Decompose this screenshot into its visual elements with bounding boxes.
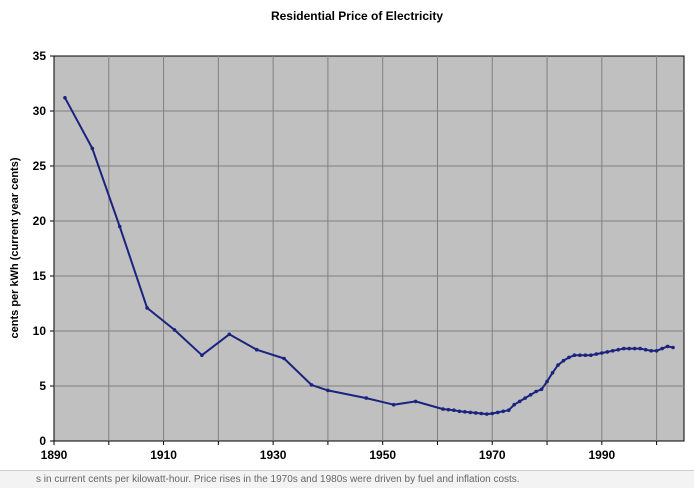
data-point: [649, 349, 653, 353]
caption-text: s in current cents per kilowatt-hour. Pr…: [36, 474, 520, 485]
data-point: [309, 383, 314, 387]
data-point: [479, 411, 484, 416]
data-point: [90, 146, 95, 151]
data-point: [457, 409, 462, 414]
data-point: [616, 347, 621, 352]
y-tick-label: 30: [33, 104, 47, 118]
x-tick-label: 1890: [41, 448, 68, 462]
data-point: [490, 411, 495, 416]
data-point: [638, 346, 642, 351]
y-tick-label: 20: [33, 214, 47, 228]
data-point: [534, 389, 538, 394]
data-point: [583, 353, 588, 358]
data-point: [523, 396, 527, 400]
data-point: [589, 353, 593, 358]
y-tick-label: 0: [39, 434, 46, 448]
data-point: [484, 412, 489, 416]
data-point: [413, 399, 418, 404]
x-tick-label: 1910: [150, 448, 177, 462]
data-point: [468, 410, 473, 415]
y-tick-label: 5: [39, 379, 46, 393]
data-point: [567, 355, 571, 360]
x-tick-label: 1990: [588, 448, 615, 462]
data-point: [474, 411, 478, 415]
data-point: [200, 353, 204, 358]
data-point: [446, 407, 451, 412]
chart-frame: Residential Price of Electricity 0 5 10 15 2…: [9, 9, 685, 462]
y-tick-label: 35: [33, 49, 47, 63]
data-point: [501, 409, 506, 414]
caption-bar: s in current cents per kilowatt-hour. Pr…: [0, 470, 694, 488]
y-axis-title: cents per kWh (current year cents): [9, 157, 21, 338]
data-point: [610, 349, 615, 353]
data-point: [632, 346, 637, 351]
data-point: [539, 387, 544, 392]
data-point: [391, 402, 396, 407]
data-point: [621, 346, 626, 351]
data-point: [117, 224, 122, 229]
data-point: [145, 306, 149, 310]
y-tick-label: 10: [33, 324, 47, 338]
data-point: [512, 402, 516, 407]
y-tick-label: 25: [33, 159, 47, 173]
data-point: [528, 393, 533, 397]
data-point: [441, 407, 445, 411]
data-point: [506, 408, 511, 413]
data-point: [282, 356, 286, 361]
data-point: [326, 388, 330, 393]
data-point: [627, 346, 632, 351]
x-tick-label: 1930: [260, 448, 287, 462]
data-point: [671, 345, 675, 350]
data-point: [600, 351, 604, 355]
data-point: [463, 410, 467, 414]
data-point: [172, 328, 177, 332]
data-point: [227, 332, 232, 337]
data-point: [495, 410, 500, 415]
data-point: [63, 96, 67, 100]
data-point: [643, 347, 648, 352]
plot-area: 0 5 10 15 20 25 30 35 1890 1910 1930 1950 1970 1990: [33, 49, 685, 462]
data-point: [578, 353, 582, 358]
data-point: [605, 350, 610, 354]
data-point: [254, 347, 259, 352]
data-point: [660, 346, 664, 351]
data-point: [561, 358, 566, 363]
data-point: [665, 344, 670, 349]
x-tick-label: 1970: [479, 448, 506, 462]
line-chart: Residential Price of Electricity 0 5 10 15 2…: [9, 9, 685, 462]
data-point: [550, 371, 555, 375]
data-point: [452, 408, 456, 413]
data-point: [572, 353, 577, 358]
data-point: [517, 399, 522, 404]
chart-title: Residential Price of Electricity: [271, 9, 443, 23]
x-tick-label: 1950: [369, 448, 396, 462]
data-point: [364, 396, 369, 400]
data-point: [545, 379, 549, 384]
y-tick-label: 15: [33, 269, 47, 283]
data-point: [594, 352, 599, 356]
plot-background: [53, 55, 685, 442]
data-point: [654, 349, 659, 353]
data-point: [556, 363, 560, 367]
